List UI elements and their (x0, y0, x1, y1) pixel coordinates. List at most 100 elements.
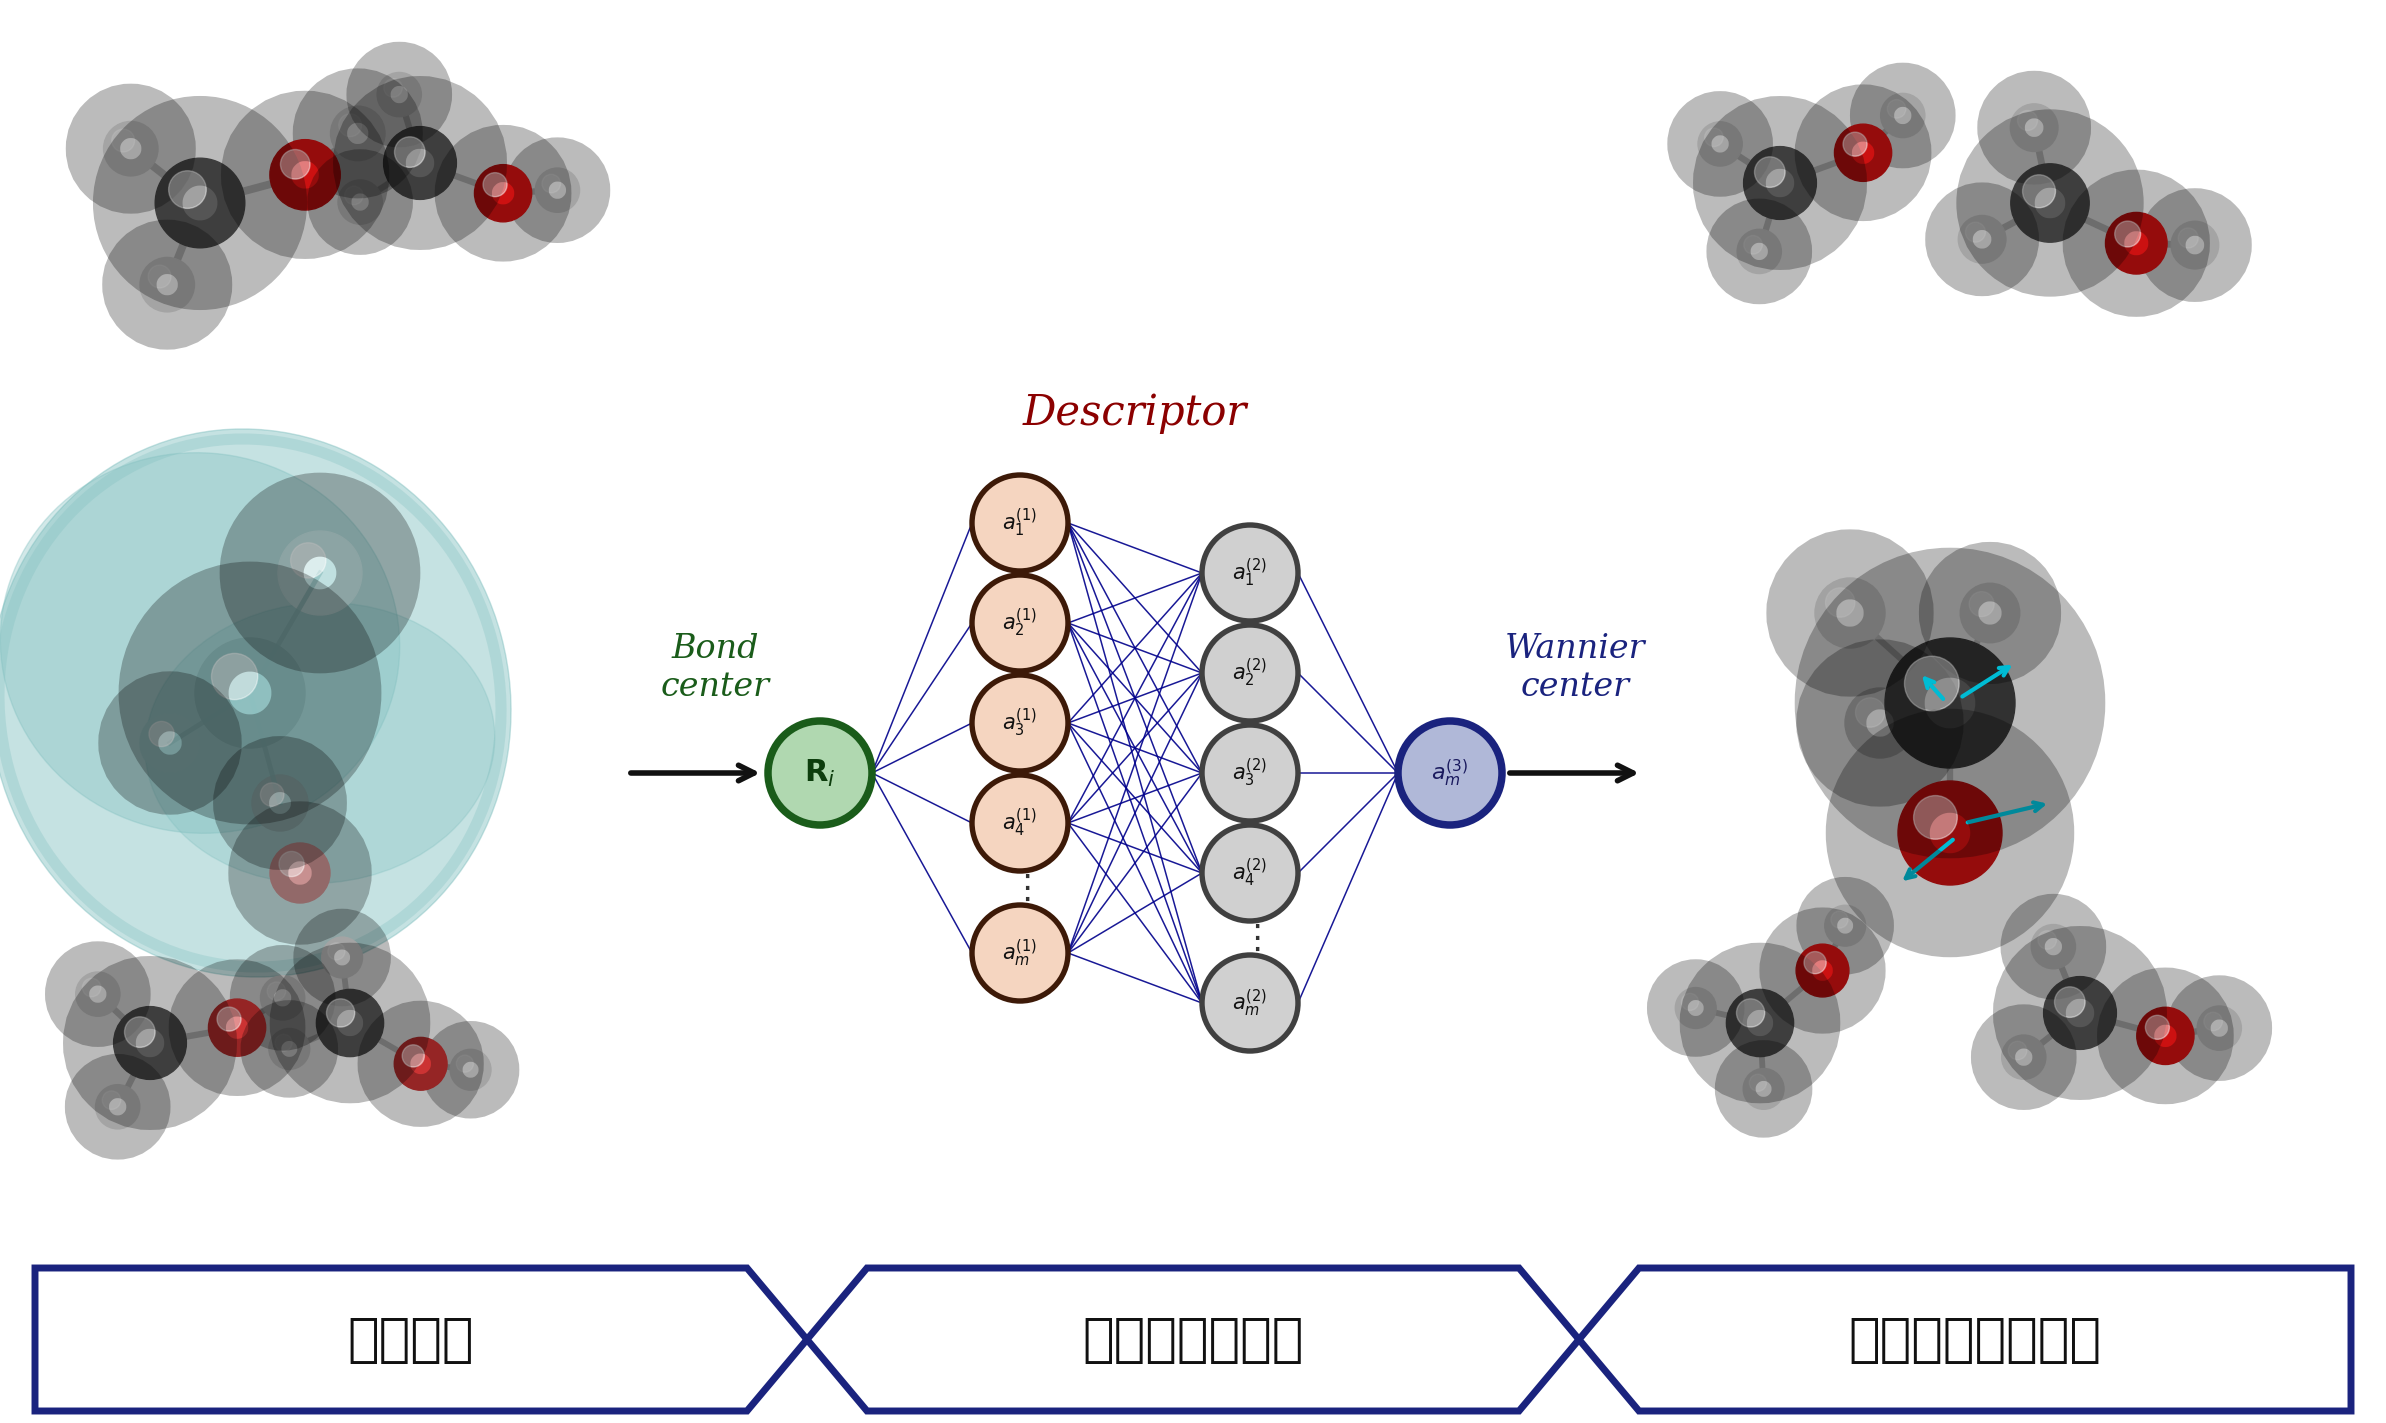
Circle shape (2011, 104, 2059, 151)
Circle shape (1842, 132, 1868, 157)
Ellipse shape (146, 603, 494, 884)
Circle shape (260, 976, 305, 1020)
Circle shape (2011, 164, 2090, 242)
Circle shape (1825, 905, 1866, 946)
Circle shape (1959, 215, 2007, 263)
Circle shape (76, 972, 119, 1016)
Circle shape (1203, 625, 1298, 721)
Circle shape (141, 258, 193, 312)
Circle shape (208, 999, 265, 1056)
Circle shape (84, 978, 100, 996)
Circle shape (451, 1049, 492, 1090)
Circle shape (2002, 1035, 2045, 1079)
Circle shape (1737, 229, 1782, 273)
Circle shape (344, 186, 363, 205)
Text: $\vdots$: $\vdots$ (1009, 871, 1031, 905)
Circle shape (2104, 212, 2166, 275)
Circle shape (124, 1017, 155, 1047)
Circle shape (327, 943, 346, 961)
Circle shape (253, 776, 308, 831)
Circle shape (971, 905, 1069, 1000)
Circle shape (403, 1044, 425, 1067)
Text: $a_1^{(1)}$: $a_1^{(1)}$ (1002, 507, 1038, 539)
Circle shape (103, 1091, 122, 1110)
Circle shape (332, 107, 384, 161)
Circle shape (2205, 1012, 2221, 1030)
Text: $a_4^{(2)}$: $a_4^{(2)}$ (1234, 857, 1267, 889)
Text: $a_3^{(1)}$: $a_3^{(1)}$ (1002, 707, 1038, 740)
Circle shape (2023, 175, 2054, 208)
Circle shape (2178, 228, 2198, 248)
Text: $a_m^{(2)}$: $a_m^{(2)}$ (1234, 988, 1267, 1019)
Polygon shape (1580, 1268, 2350, 1412)
Text: 電子密度: 電子密度 (348, 1313, 475, 1366)
Ellipse shape (0, 453, 401, 834)
Circle shape (327, 999, 356, 1027)
Circle shape (971, 475, 1069, 571)
Circle shape (1749, 1074, 1766, 1091)
Circle shape (1754, 157, 1785, 188)
Circle shape (1856, 697, 1885, 727)
Circle shape (1699, 122, 1742, 166)
Circle shape (1203, 955, 1298, 1052)
Circle shape (291, 542, 327, 578)
Text: $a_m^{(3)}$: $a_m^{(3)}$ (1432, 757, 1470, 788)
Polygon shape (36, 1268, 806, 1412)
Text: 双極子モーメント: 双極子モーメント (1849, 1313, 2102, 1366)
Circle shape (279, 851, 303, 877)
Text: $a_2^{(1)}$: $a_2^{(1)}$ (1002, 606, 1038, 639)
Circle shape (1203, 825, 1298, 921)
Circle shape (2038, 931, 2057, 949)
Circle shape (1727, 989, 1794, 1057)
Circle shape (1880, 94, 1926, 138)
Circle shape (267, 982, 286, 1000)
Circle shape (482, 172, 508, 196)
Circle shape (1835, 124, 1892, 181)
Circle shape (2145, 1015, 2169, 1039)
Circle shape (2030, 925, 2076, 969)
Text: Bond
center: Bond center (661, 633, 771, 703)
Circle shape (279, 531, 363, 615)
Circle shape (1816, 578, 1885, 647)
Circle shape (1961, 583, 2021, 643)
Circle shape (384, 127, 456, 199)
Circle shape (1398, 721, 1503, 825)
Circle shape (1897, 781, 2002, 885)
Text: $\mathbf{R}_i$: $\mathbf{R}_i$ (804, 757, 835, 788)
Circle shape (456, 1054, 472, 1072)
Circle shape (394, 1037, 446, 1090)
Circle shape (1203, 525, 1298, 620)
Circle shape (475, 165, 532, 222)
Circle shape (115, 1006, 186, 1080)
Circle shape (270, 842, 329, 904)
Circle shape (1966, 222, 1985, 242)
Circle shape (339, 114, 363, 137)
Circle shape (282, 149, 310, 179)
Circle shape (1968, 592, 1995, 616)
Circle shape (141, 713, 200, 773)
Circle shape (2138, 1007, 2195, 1064)
Text: Descriptor: Descriptor (1024, 391, 1248, 434)
Circle shape (1744, 147, 1816, 219)
Circle shape (1904, 656, 1959, 712)
Circle shape (971, 575, 1069, 672)
Text: $a_1^{(2)}$: $a_1^{(2)}$ (1234, 556, 1267, 589)
Circle shape (1797, 943, 1849, 998)
Ellipse shape (0, 428, 511, 978)
Circle shape (212, 653, 258, 700)
Circle shape (1844, 687, 1916, 758)
Circle shape (1885, 638, 2016, 768)
Circle shape (377, 73, 422, 117)
Circle shape (274, 1035, 291, 1052)
Circle shape (2042, 976, 2116, 1049)
Circle shape (1744, 236, 1763, 255)
Circle shape (1682, 993, 1699, 1010)
Circle shape (270, 1029, 310, 1069)
Circle shape (1825, 588, 1854, 618)
Text: $\vdots$: $\vdots$ (1241, 922, 1260, 955)
Text: $a_2^{(2)}$: $a_2^{(2)}$ (1234, 656, 1267, 689)
Circle shape (394, 137, 425, 168)
Text: 機械学習モデル: 機械学習モデル (1083, 1313, 1303, 1366)
Circle shape (384, 78, 403, 97)
Text: $a_m^{(1)}$: $a_m^{(1)}$ (1002, 938, 1038, 969)
